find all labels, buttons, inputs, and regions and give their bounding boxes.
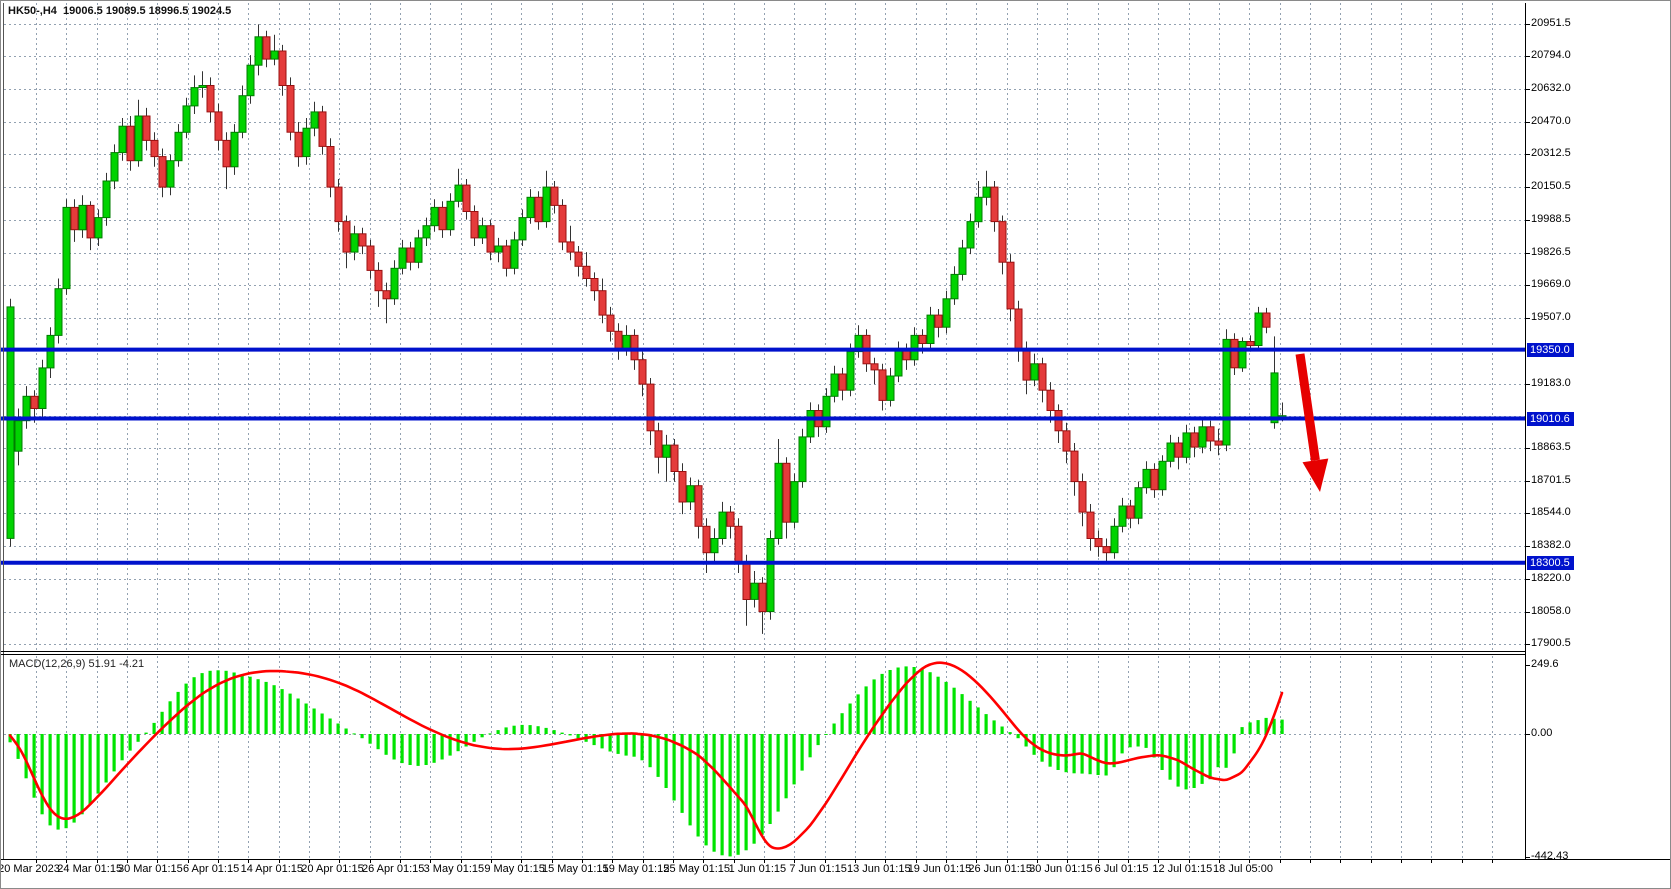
date-tick-label: 7 Jun 01:15 <box>789 863 847 875</box>
date-tick-label: 18 Jul 05:00 <box>1213 863 1273 875</box>
date-tick-label: 14 Apr 01:15 <box>240 863 303 875</box>
macd-signal-line <box>8 661 1284 850</box>
price-tick-label: 20632.0 <box>1531 82 1571 95</box>
date-tick-label: 3 May 01:15 <box>423 863 485 875</box>
date-tick-label: 9 May 01:15 <box>484 863 545 875</box>
macd-main-value: 51.91 <box>88 658 117 670</box>
price-tick-label: 19669.0 <box>1531 277 1571 290</box>
date-tick-label: 19 Jun 01:15 <box>907 863 972 875</box>
date-tick-label: 30 Mar 01:15 <box>117 863 183 875</box>
price-tick-label: 18701.5 <box>1531 474 1571 487</box>
price-tick-label: 19988.5 <box>1531 212 1571 225</box>
price-tick-label: 17900.5 <box>1531 637 1571 649</box>
price-tick-label: 20794.0 <box>1531 49 1571 62</box>
date-tick-label: 6 Jul 01:15 <box>1094 863 1149 875</box>
hline-price-tag: 19350.0 <box>1527 342 1574 357</box>
trend-arrow[interactable] <box>1295 353 1329 492</box>
price-tick-label: 18220.0 <box>1531 572 1571 585</box>
support-resistance-lines[interactable] <box>1 347 1525 565</box>
macd-name: MACD(12,26,9) <box>9 658 86 670</box>
date-tick-label: 20 Apr 01:15 <box>301 863 364 875</box>
date-tick-label: 6 Apr 01:15 <box>182 863 240 875</box>
date-tick-label: 1 Jun 01:15 <box>728 863 787 875</box>
grid-vertical <box>36 3 1493 863</box>
price-tick-label: 19183.0 <box>1531 376 1571 389</box>
price-tick-label: 18382.0 <box>1531 539 1571 552</box>
date-tick-label: 26 Jun 01:15 <box>968 863 1032 875</box>
date-tick-label: 24 Mar 01:15 <box>57 863 123 875</box>
candlestick-series[interactable] <box>6 24 1287 634</box>
price-tick-label: 20470.0 <box>1531 115 1571 128</box>
hline-price-tag: 18300.5 <box>1527 555 1574 570</box>
date-tick-label: 30 Jun 01:15 <box>1029 863 1093 875</box>
hline-price-tag: 19010.6 <box>1527 411 1574 426</box>
date-tick-label: 26 Apr 01:15 <box>361 863 425 875</box>
chart-title: HK50-,H4 19006.5 19089.5 18996.5 19024.5 <box>8 5 232 17</box>
grid-horizontal <box>4 24 1530 858</box>
price-tick-label: 19507.0 <box>1531 310 1571 323</box>
date-tick-label: 13 Jun 01:15 <box>846 863 911 875</box>
pane-borders <box>1 3 1670 860</box>
price-tick-label: 18863.5 <box>1531 441 1571 454</box>
date-tick-label: 20 Mar 2023 <box>0 863 60 875</box>
macd-tick-label: -442.43 <box>1531 849 1569 862</box>
date-tick-label: 25 May 01:15 <box>663 863 731 875</box>
price-tick-label: 19826.5 <box>1531 245 1571 258</box>
price-tick-label: 20951.5 <box>1531 17 1571 30</box>
date-tick-label: 19 May 01:15 <box>602 863 670 875</box>
price-tick-label: 20150.5 <box>1531 179 1571 192</box>
macd-tick-label: 0.00 <box>1531 727 1553 739</box>
macd-tick-label: 249.6 <box>1531 657 1559 670</box>
macd-indicator-label: MACD(12,26,9) 51.91 -4.21 <box>9 657 144 671</box>
price-tick-label: 18058.0 <box>1531 605 1571 617</box>
date-tick-label: 12 Jul 01:15 <box>1152 863 1213 875</box>
price-tick-label: 20312.5 <box>1531 147 1571 160</box>
macd-histogram <box>8 666 1284 857</box>
price-tick-label: 18544.0 <box>1531 506 1571 519</box>
macd-signal-value: -4.21 <box>119 658 145 670</box>
date-tick-label: 15 May 01:15 <box>541 863 609 875</box>
